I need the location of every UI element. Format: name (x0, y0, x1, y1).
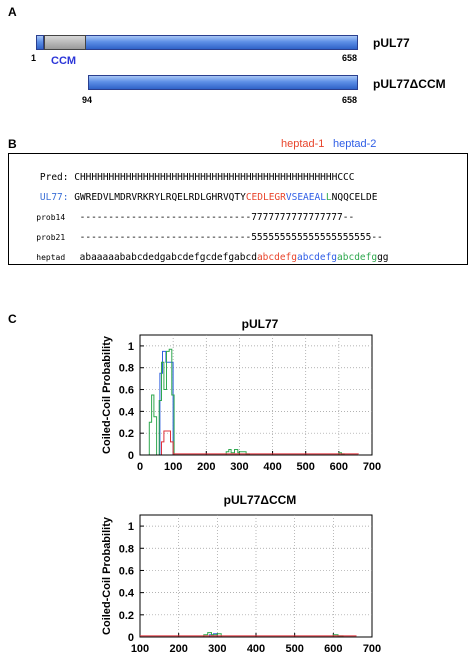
panel-b-letter: B (8, 137, 17, 151)
heptad-register-1: abcdefg (256, 252, 297, 263)
heptad-2-key: heptad-2 (333, 138, 377, 150)
y-tick-label: 0.6 (119, 565, 134, 577)
x-tick-label: 0 (137, 461, 143, 473)
heptad-row: heptad abaaaaababcdedgabcdefgcdefgabcdab… (17, 240, 389, 276)
series-line-3 (140, 430, 359, 456)
x-tick-label: 700 (363, 461, 381, 473)
ul77-sequence-start: GWREDVLMDRVRKRYLRQELRDLGHRVQTY (74, 192, 246, 203)
pul77-bar-nterm (36, 35, 44, 50)
prob21-row: prob21 ------------------------------555… (17, 220, 383, 256)
x-tick-label: 200 (197, 461, 215, 473)
pred-row: Pred: CHHHHHHHHHHHHHHHHHHHHHHHHHHHHHHHHH… (17, 160, 355, 196)
chart-pul77: 0 100 200 300 400 500 600 700 0 0.2 0.4 0.6 0.8 1 Coil… (101, 334, 381, 473)
y-axis-label: Coiled-Coil Probability (101, 516, 113, 635)
ul77-heptad-3: L (325, 192, 332, 203)
heptad-register-3: abcdefg (337, 252, 378, 263)
ul77-label: UL77: (39, 192, 69, 203)
x-tick-label: 100 (131, 643, 149, 655)
pul77-dccm-start-label: 94 (82, 95, 93, 105)
x-tick-label: 300 (230, 461, 248, 473)
ul77-heptad-1: CEDLEGR (245, 192, 286, 203)
pul77-end-label: 658 (342, 53, 358, 63)
pul77-start-label: 1 (31, 53, 37, 63)
y-tick-label: 0.4 (119, 588, 135, 600)
pred-sequence: CHHHHHHHHHHHHHHHHHHHHHHHHHHHHHHHHHHHHHHH… (74, 172, 355, 183)
ul77-heptad-2: VSEAEAL (285, 192, 326, 203)
pred-label: Pred: (39, 172, 69, 183)
x-tick-label: 200 (169, 643, 187, 655)
ul77-row: UL77: GWREDVLMDRVRKRYLRQELRDLGHRVQTYCEDL… (17, 180, 378, 216)
panel-a-letter: A (8, 5, 17, 19)
x-tick-label: 500 (297, 461, 315, 473)
series-line-1 (140, 350, 359, 456)
pul77-dccm-end-label: 658 (342, 95, 358, 105)
ccm-label: CCM (51, 55, 77, 67)
x-tick-label: 400 (247, 643, 265, 655)
x-tick-label: 700 (363, 643, 381, 655)
y-tick-label: 1 (128, 341, 134, 353)
chart2-title: pUL77ΔCCM (223, 493, 297, 507)
prob14-row: prob14 ------------------------------777… (17, 200, 354, 236)
x-tick-label: 500 (285, 643, 303, 655)
y-tick-label: 0 (128, 632, 134, 644)
heptad-sequence-start: abaaaaababcdedgabcdefgcdefgabcd (79, 252, 257, 263)
x-tick-label: 400 (263, 461, 281, 473)
sequence-alignment-box: Pred: CHHHHHHHHHHHHHHHHHHHHHHHHHHHHHHHHH… (8, 153, 468, 265)
prob14-label: prob14 (36, 213, 66, 222)
x-tick-label: 100 (164, 461, 182, 473)
chart-pul77-dccm: 100 200 300 400 500 600 700 0 0.2 0.4 0.6 0.8 1 Coile… (101, 514, 381, 655)
heptad-label: heptad (36, 253, 66, 262)
y-tick-label: 0 (128, 450, 134, 462)
y-tick-label: 0.2 (119, 610, 134, 622)
pul77-dccm-name: pUL77ΔCCM (373, 77, 446, 91)
x-tick-label: 300 (208, 643, 226, 655)
pul77-dccm-bar (88, 75, 358, 90)
x-tick-label: 600 (330, 461, 348, 473)
prob21-sequence: ------------------------------5555555555… (79, 232, 383, 243)
y-tick-label: 0.8 (119, 363, 134, 375)
chart1-title: pUL77 (241, 317, 279, 331)
heptad-register-2: abcdefg (296, 252, 338, 263)
y-tick-label: 1 (128, 521, 134, 533)
heptad-1-key: heptad-1 (281, 138, 325, 150)
prob14-sequence: ------------------------------7777777777… (79, 212, 355, 223)
y-axis-label: Coiled-Coil Probability (101, 335, 113, 454)
y-tick-label: 0.2 (119, 428, 134, 440)
prob21-label: prob21 (36, 233, 66, 242)
ul77-sequence-end: NQQCELDE (331, 192, 378, 203)
y-tick-label: 0.4 (119, 406, 135, 418)
ccm-domain-box (44, 35, 86, 50)
x-tick-label: 600 (324, 643, 342, 655)
panel-c-letter: C (8, 312, 17, 326)
plot-frame (139, 334, 373, 456)
heptad-sequence-end: gg (377, 252, 389, 263)
y-tick-label: 0.8 (119, 543, 134, 555)
y-tick-label: 0.6 (119, 385, 134, 397)
pul77-name: pUL77 (373, 36, 410, 50)
